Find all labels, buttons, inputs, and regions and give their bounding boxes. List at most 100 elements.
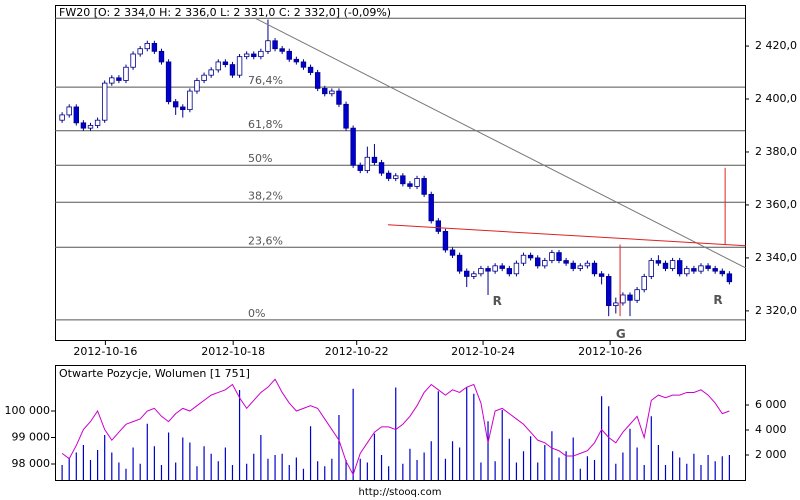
candle-body — [300, 61, 307, 68]
open-interest-line — [61, 378, 730, 476]
candle-body — [684, 268, 690, 275]
candle-body — [421, 178, 427, 195]
y2-tick-label: 6 000 — [755, 398, 787, 411]
candle-body — [293, 58, 300, 63]
candle-body — [109, 77, 115, 84]
candle-body — [691, 268, 697, 272]
trend-line — [254, 17, 746, 269]
candle-body — [66, 106, 72, 116]
candle-body — [272, 40, 278, 50]
candle-body — [485, 268, 491, 272]
y-tick-label: 2 320,0 — [755, 304, 797, 317]
y2-tick-label: 4 000 — [755, 423, 787, 436]
candle-body — [634, 289, 640, 301]
candle-body — [520, 254, 527, 264]
y-tick-label: 2 360,0 — [755, 198, 797, 211]
candle-body — [556, 252, 562, 261]
candle-body — [336, 90, 342, 105]
candle-body — [187, 90, 193, 111]
y-tick-label: 100 000 — [5, 404, 51, 417]
candle-body — [719, 270, 725, 275]
candle-body — [87, 125, 94, 129]
candle-body — [591, 262, 598, 275]
x-tick-label: 2012-10-26 — [578, 345, 642, 358]
candle-body — [620, 294, 626, 304]
candle-body — [535, 257, 541, 267]
candle-body — [464, 270, 470, 277]
candle-body — [236, 56, 243, 76]
candle-body — [648, 260, 654, 277]
candle-body — [627, 294, 633, 301]
candle-body — [194, 80, 200, 92]
candle-body — [371, 156, 378, 163]
candle-body — [563, 260, 569, 264]
candle-body — [641, 276, 647, 291]
candle-body — [378, 162, 385, 174]
candle-body — [478, 268, 484, 275]
candle-body — [73, 106, 79, 124]
volume-frame — [55, 365, 746, 481]
candle-body — [655, 260, 662, 264]
candle-body — [506, 268, 513, 275]
candle-body — [499, 265, 505, 269]
candle-body — [201, 74, 207, 81]
candle-body — [606, 276, 612, 306]
x-tick-label: 2012-10-24 — [451, 345, 515, 358]
candle-body — [471, 273, 477, 277]
candle-body — [350, 127, 356, 166]
fib-label: 50% — [248, 152, 272, 165]
candle-body — [208, 69, 214, 76]
candle-body — [137, 48, 143, 55]
candle-body — [286, 50, 292, 60]
candle-body — [251, 53, 257, 58]
candle-body — [513, 262, 520, 275]
candle-body — [165, 61, 172, 103]
fib-label: 38,2% — [248, 189, 283, 202]
candle-body — [172, 101, 179, 108]
candle-body — [435, 220, 442, 232]
candle-body — [492, 265, 498, 272]
candle-body — [123, 66, 129, 81]
annotation: R — [713, 293, 722, 307]
candle-body — [442, 231, 449, 251]
candle-body — [144, 42, 150, 50]
volume-title: Otwarte Pozycje, Wolumen [1 751] — [59, 367, 250, 380]
y-tick-label: 2 340,0 — [755, 251, 797, 264]
candle-body — [229, 64, 236, 76]
candle-body — [322, 88, 328, 95]
price-frame — [55, 5, 746, 341]
y-tick-label: 99 000 — [12, 430, 51, 443]
candle-body — [258, 50, 264, 58]
candle-body — [314, 72, 321, 89]
y-tick-label: 2 380,0 — [755, 145, 797, 158]
candle-body — [542, 260, 548, 267]
candle-body — [400, 175, 406, 185]
x-tick-label: 2012-10-16 — [73, 345, 137, 358]
candle-body — [598, 273, 605, 277]
candle-body — [180, 106, 186, 111]
y-tick-label: 98 000 — [12, 457, 51, 470]
y-tick-label: 2 420,0 — [755, 39, 797, 52]
x-tick-label: 2012-10-22 — [325, 345, 389, 358]
candle-body — [222, 61, 229, 65]
candle-body — [158, 50, 165, 63]
candle-body — [343, 103, 349, 129]
candle-body — [94, 119, 101, 126]
candle-body — [705, 265, 711, 269]
candle-body — [59, 114, 65, 121]
candle-body — [329, 90, 335, 95]
price-title: FW20 [O: 2 334,0 H: 2 336,0 L: 2 331,0 C… — [59, 6, 391, 19]
candle-body — [407, 183, 413, 187]
y2-tick-label: 2 000 — [755, 448, 787, 461]
annotation: G — [616, 327, 626, 341]
candle-body — [549, 252, 555, 261]
fib-label: 23,6% — [248, 234, 283, 247]
candle-body — [456, 254, 463, 272]
fib-label: 0% — [248, 307, 265, 320]
candle-body — [676, 260, 683, 275]
candle-body — [130, 53, 136, 68]
candle-body — [357, 164, 363, 171]
candle-body — [265, 40, 271, 52]
